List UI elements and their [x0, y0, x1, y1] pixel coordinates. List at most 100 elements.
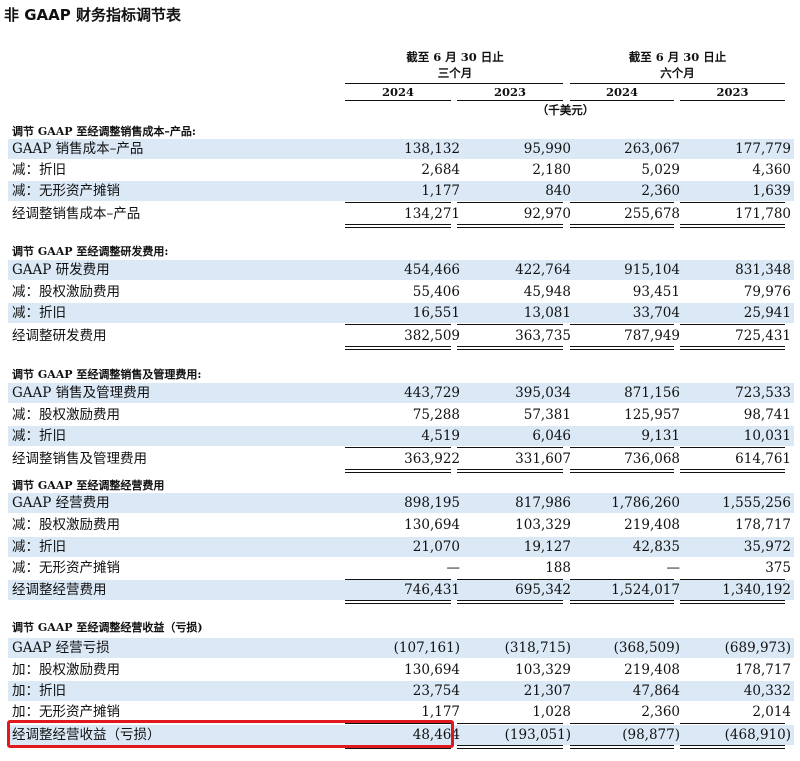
table-row: GAAP 销售成本–产品 138,132 95,990 263,067 177,…	[8, 139, 794, 159]
cell-value: 4,360	[752, 162, 791, 178]
cell-value: 363,922	[404, 451, 460, 467]
cell-value: 130,694	[404, 517, 460, 533]
table-row: GAAP 研发费用 454,466 422,764 915,104 831,34…	[8, 260, 794, 280]
cell-value: 13,081	[523, 305, 571, 321]
year-col-2: 2024	[605, 85, 638, 99]
year-col-3: 2023	[716, 85, 749, 99]
row-label: 减：股权激励费用	[12, 407, 120, 423]
cell-value: 177,779	[735, 141, 791, 157]
total-double-rule	[570, 224, 674, 228]
cell-value: 382,509	[404, 328, 460, 344]
total-double-rule	[680, 469, 785, 473]
table-row: 减：无形资产摊销 — 188 — 375	[8, 558, 794, 578]
cell-value: 443,729	[404, 385, 460, 401]
cell-value: (689,973)	[724, 640, 791, 656]
table-row: 减：折旧 2,684 2,180 5,029 4,360	[8, 160, 794, 180]
cell-value: 5,029	[641, 162, 680, 178]
cell-value: 21,070	[412, 539, 460, 555]
page-title: 非 GAAP 财务指标调节表	[4, 6, 181, 24]
subtotal-rule	[680, 202, 785, 203]
cell-value: 33,704	[632, 305, 680, 321]
cell-value: (468,910)	[724, 727, 791, 743]
cell-value: 125,957	[624, 407, 680, 423]
table-row: 加：股权激励费用 130,694 103,329 219,408 178,717	[8, 660, 794, 680]
cell-value: 331,607	[515, 451, 571, 467]
cell-value: 95,990	[523, 141, 571, 157]
subtotal-rule	[457, 723, 563, 724]
cell-value: 178,717	[735, 517, 791, 533]
row-label: 减：股权激励费用	[12, 517, 120, 533]
cell-value: 9,131	[641, 428, 680, 444]
cell-value: 817,986	[515, 495, 571, 511]
table-row-total: 经调整销售及管理费用 363,922 331,607 736,068 614,7…	[8, 449, 794, 469]
cell-value: 42,835	[632, 539, 680, 555]
cell-value: (368,509)	[613, 640, 680, 656]
total-double-rule	[570, 469, 674, 473]
cell-value: 92,970	[523, 206, 571, 222]
table-row-total: 经调整经营费用 746,431 695,342 1,524,017 1,340,…	[8, 580, 794, 600]
cell-value: 363,735	[515, 328, 571, 344]
subtotal-rule	[570, 447, 674, 448]
subtotal-rule	[457, 579, 563, 580]
cell-value: 134,271	[404, 206, 460, 222]
cell-value: 831,348	[735, 262, 791, 278]
section-heading-rd: 调节 GAAP 至经调整研发费用:	[12, 245, 169, 258]
subtotal-rule	[680, 723, 785, 724]
row-label: 加：折旧	[12, 683, 66, 699]
cell-value: 75,288	[412, 407, 460, 423]
year-col-0: 2024	[381, 85, 414, 99]
cell-value: 422,764	[515, 262, 571, 278]
cell-value: 2,180	[532, 162, 571, 178]
cell-value: 454,466	[404, 262, 460, 278]
cell-value: 723,533	[735, 385, 791, 401]
cell-value: 2,360	[641, 704, 680, 720]
row-label: 加：股权激励费用	[12, 662, 120, 678]
cell-value: 1,555,256	[722, 495, 791, 511]
cell-value: 23,754	[412, 683, 460, 699]
row-label: GAAP 经营费用	[12, 495, 110, 511]
cell-value: 1,028	[532, 704, 571, 720]
cell-value: 725,431	[735, 328, 791, 344]
row-label: 经调整销售及管理费用	[12, 451, 147, 467]
cell-value: 21,307	[523, 683, 571, 699]
subtotal-rule	[345, 723, 451, 724]
table-row: 减：股权激励费用 130,694 103,329 219,408 178,717	[8, 515, 794, 535]
table-row: 减：折旧 16,551 13,081 33,704 25,941	[8, 303, 794, 323]
cell-value: 103,329	[515, 517, 571, 533]
row-label: 加：无形资产摊销	[12, 704, 120, 720]
table-row: 减：折旧 4,519 6,046 9,131 10,031	[8, 426, 794, 446]
subtotal-rule	[680, 579, 785, 580]
total-double-rule	[345, 224, 451, 228]
cell-value: —	[446, 560, 461, 576]
row-label: GAAP 销售及管理费用	[12, 385, 151, 401]
cell-value: 2,360	[641, 183, 680, 199]
row-label: GAAP 销售成本–产品	[12, 141, 144, 157]
total-double-rule	[457, 224, 563, 228]
cell-value: (98,877)	[622, 727, 680, 743]
cell-value: 138,132	[404, 141, 460, 157]
section-heading-opex: 调节 GAAP 至经调整经营费用	[12, 479, 165, 492]
total-double-rule	[680, 224, 785, 228]
total-double-rule	[345, 346, 451, 350]
cell-value: 4,519	[421, 428, 460, 444]
cell-value: 48,464	[412, 727, 460, 743]
section-heading-cost-of-sales: 调节 GAAP 至经调整销售成本–产品:	[12, 125, 196, 138]
subtotal-rule	[345, 579, 451, 580]
cell-value: 171,780	[735, 206, 791, 222]
table-row: 加：无形资产摊销 1,177 1,028 2,360 2,014	[8, 702, 794, 722]
year-col-1: 2023	[493, 85, 526, 99]
subtotal-rule	[345, 202, 451, 203]
subtotal-rule	[680, 447, 785, 448]
cell-value: 219,408	[624, 662, 680, 678]
cell-value: —	[666, 560, 681, 576]
cell-value: 787,949	[624, 328, 680, 344]
subtotal-rule	[570, 324, 674, 325]
cell-value: 840	[545, 183, 571, 199]
row-label: 减：折旧	[12, 305, 66, 321]
cell-value: 16,551	[412, 305, 460, 321]
row-label: 经调整经营费用	[12, 582, 107, 598]
cell-value: 695,342	[515, 582, 571, 598]
cell-value: 45,948	[523, 284, 571, 300]
cell-value: 57,381	[523, 407, 571, 423]
cell-value: 395,034	[515, 385, 571, 401]
